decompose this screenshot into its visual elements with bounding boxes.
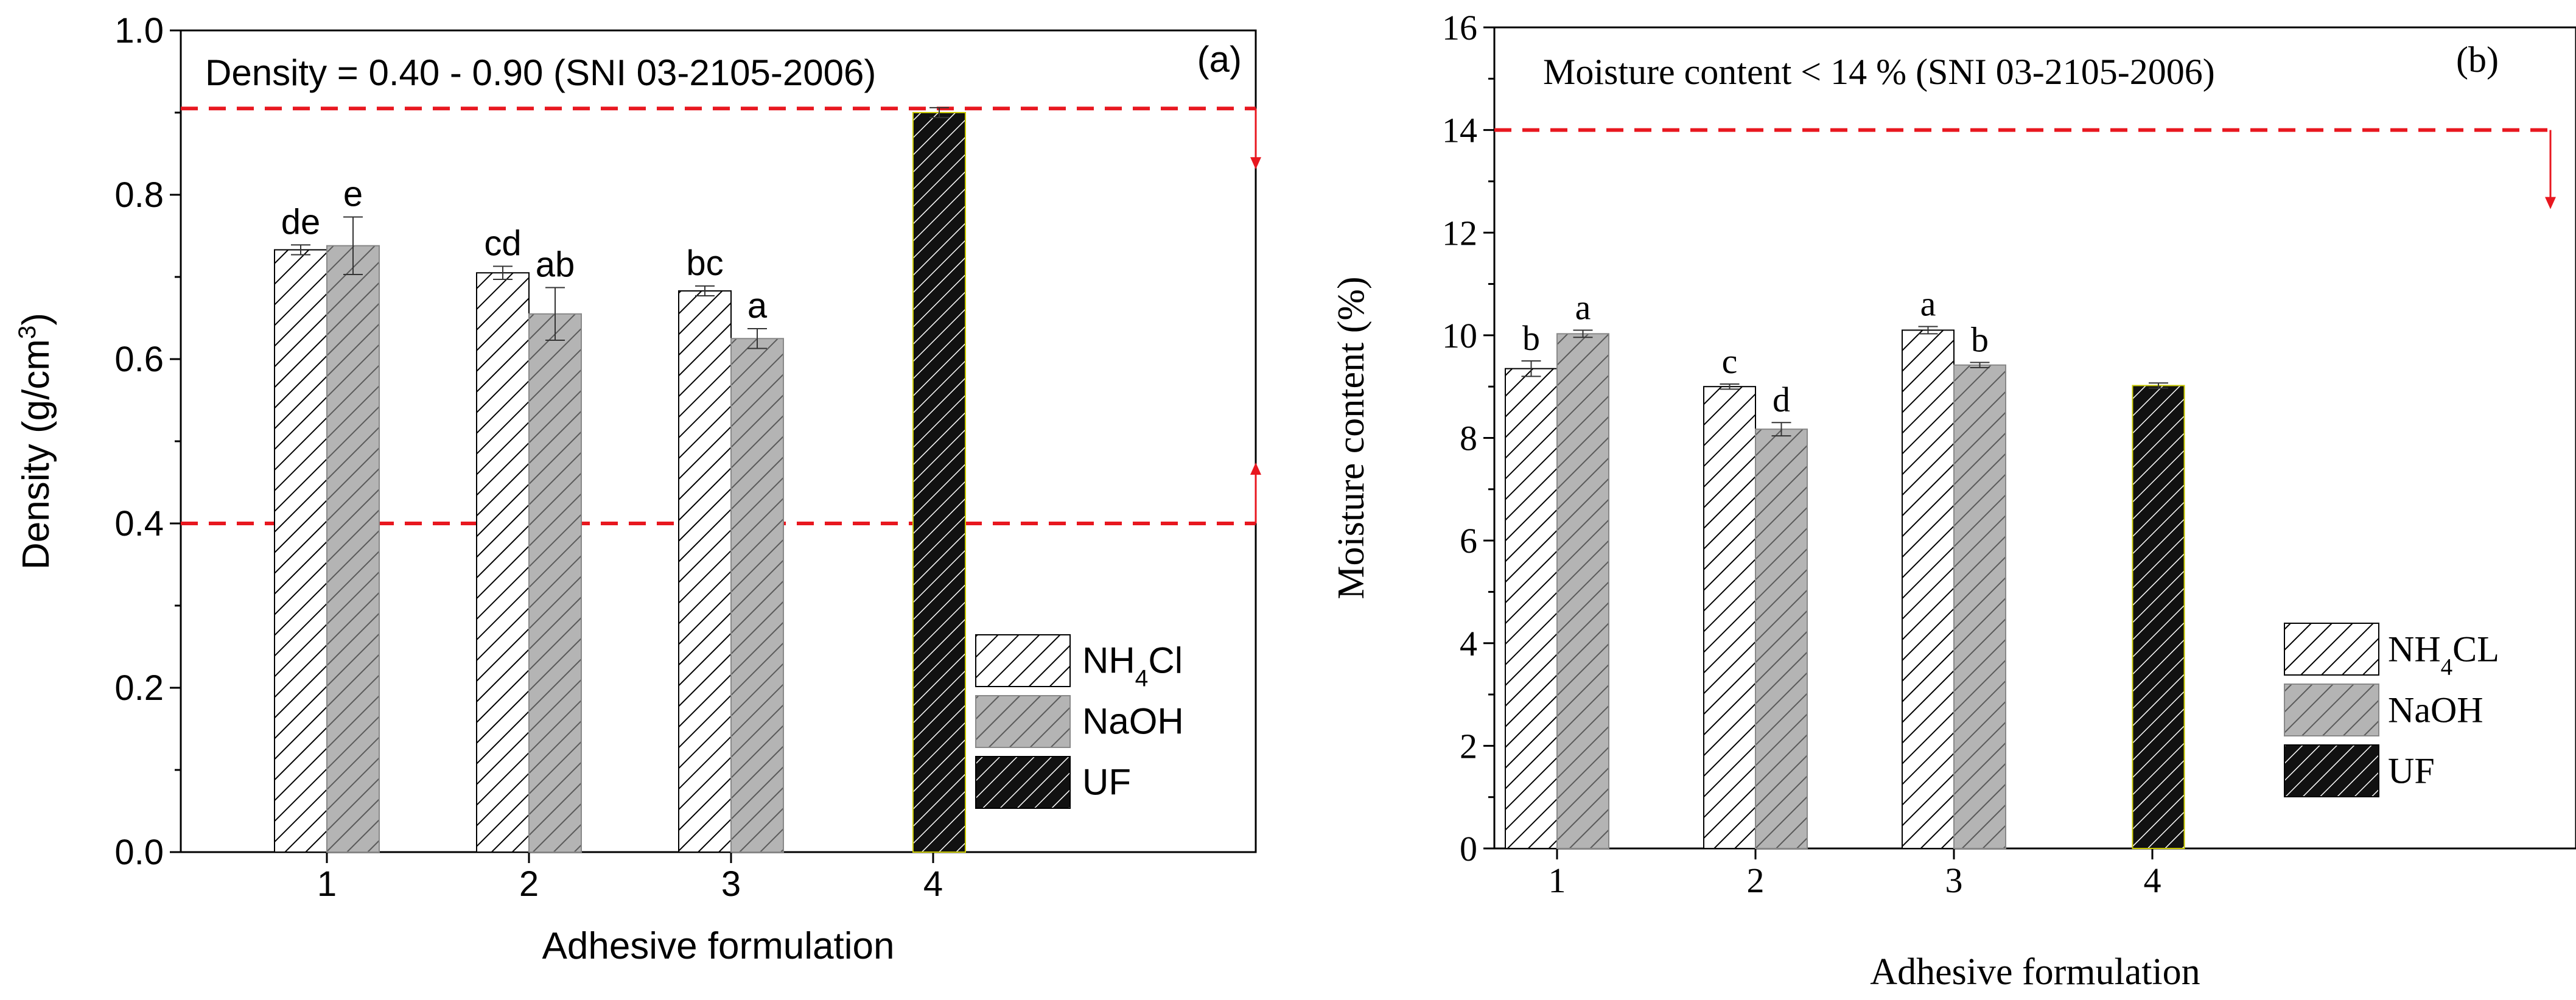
legend-label-subscript: 4 [2441,654,2453,680]
panel-b-significance-letter: b [1522,318,1540,358]
panel-a-legend-label-uf: UF [1082,762,1131,803]
panel-b-y-tick-label: 12 [1442,213,1477,253]
panel-b-legend-label-nh4cl: NH4CL [2388,629,2499,680]
legend-label-text: UF [2388,751,2435,791]
panel-b-x-tick-label: 3 [1945,861,1963,900]
panel-b-bar-nh4cl [1703,386,1756,849]
panel-b-significance-letter: b [1971,320,1989,360]
panel-b-legend-swatch-nh4cl [2284,623,2379,676]
panel-a-bar-naoh [326,245,380,853]
panel-b-x-axis-label: Adhesive formulation [1870,951,2200,993]
panel-b-legend-label-uf: UF [2388,751,2435,791]
panel-b-y-tick-label: 6 [1460,521,1477,561]
panel-a-y-tick-label: 0.0 [114,833,164,872]
panel-a-bar-nh4cl [274,249,327,853]
panel-a-label: (a) [1197,39,1242,80]
panel-a-y-axis-label: Density (g/cm3) [13,313,58,570]
panel-b-y-tick-label: 4 [1460,624,1477,663]
panel-a-reference-arrow-head [1250,463,1261,475]
legend-label-text: NaOH [2388,690,2483,730]
panel-a-bar-nh4cl [678,290,732,853]
legend-label-text: NH [2388,629,2441,670]
panel-a-legend-swatch-nh4cl [975,634,1071,687]
panel-b-significance-letter: a [1575,287,1591,327]
panel-a-bar-naoh [528,313,582,853]
panel-b-x-tick-label: 1 [1549,861,1566,900]
legend-label-text: UF [1082,762,1131,803]
panel-a-significance-letter: e [343,174,363,214]
legend-label-subscript: 4 [1135,665,1149,691]
legend-label-tail: CL [2452,629,2499,670]
panel-a-y-axis-label-text: Density (g/cm [15,339,57,570]
panel-b-y-tick-label: 10 [1442,316,1477,355]
panel-a-significance-letter: a [747,286,768,326]
panel-a-significance-letter: ab [536,245,575,285]
panel-b-bar-naoh [1556,333,1609,849]
panel-a-significance-letter: cd [484,223,521,263]
panel-b-standard-annotation: Moisture content < 14 % (SNI 03-2105-200… [1543,52,2215,92]
panel-b-significance-letter: a [1920,284,1936,324]
panel-b-label: (b) [2456,40,2499,80]
legend-label-tail: Cl [1148,640,1183,681]
legend-label-text: NH [1082,640,1135,681]
panel-a-x-tick-label: 3 [721,864,741,904]
panel-a-x-tick-label: 1 [317,864,337,904]
panel-b-significance-letter: c [1722,341,1738,381]
panel-b-bar-uf [2132,385,2185,849]
panel-a-x-axis-label: Adhesive formulation [542,925,895,967]
legend-label-text: NaOH [1082,701,1184,742]
panel-a-standard-annotation: Density = 0.40 - 0.90 (SNI 03-2105-2006) [205,52,876,93]
panel-a-y-axis-label-tail: ) [15,313,57,326]
panel-b-bar-nh4cl [1902,329,1955,849]
panel-b-x-tick-label: 4 [2144,861,2161,900]
panel-a-y-tick-label: 0.8 [114,175,164,215]
panel-a-legend-swatch-naoh [975,695,1071,748]
panel-a-y-tick-label: 0.4 [114,504,164,544]
panel-a-significance-letter: de [281,202,321,242]
panel-a-y-tick-label: 1.0 [114,11,164,51]
panel-b-legend-swatch-naoh [2284,684,2379,736]
panel-a-x-tick-label: 2 [519,864,539,904]
panel-b-y-tick-label: 14 [1442,111,1477,150]
panel-b-y-axis-label: Moisture content (%) [1331,276,1372,599]
panel-b-x-tick-label: 2 [1747,861,1765,900]
panel-b-bar-naoh [1953,364,2006,849]
panel-b-bar-nh4cl [1505,368,1558,849]
panel-b-bar-naoh [1755,428,1808,849]
panel-a-x-tick-label: 4 [923,864,943,904]
panel-b-legend-label-naoh: NaOH [2388,690,2483,730]
panel-b-y-axis-label-text: Moisture content (%) [1331,276,1372,599]
panel-a-bar-naoh [730,338,784,853]
panel-b-y-tick-label: 8 [1460,419,1477,458]
panel-a-y-axis-label-superscript: 3 [13,326,41,339]
panel-a-reference-arrow-head [1250,157,1261,170]
panel-b-legend-swatch-uf [2284,744,2379,797]
panel-b-reference-arrow-head [2545,197,2556,209]
panel-a-bar-uf [912,112,966,853]
panel-a-bar-nh4cl [476,272,530,853]
panel-b-y-tick-label: 0 [1460,829,1477,869]
panel-b-y-tick-label: 16 [1442,8,1477,47]
panel-a-y-tick-label: 0.2 [114,668,164,708]
panel-a-y-tick-label: 0.6 [114,340,164,379]
panel-a-legend-label-naoh: NaOH [1082,701,1184,742]
panel-a-legend-swatch-uf [975,756,1071,809]
panel-a-significance-letter: bc [686,243,723,283]
panel-b-y-tick-label: 2 [1460,726,1477,766]
panel-a-density-chart: 0.0 0.2 0.4 0.6 0.8 1.0 1 2 3 4 Adhesive formulati… [13,11,1261,967]
panel-a-legend-label-nh4cl: NH4Cl [1082,640,1183,692]
panel-b-significance-letter: d [1773,380,1790,419]
